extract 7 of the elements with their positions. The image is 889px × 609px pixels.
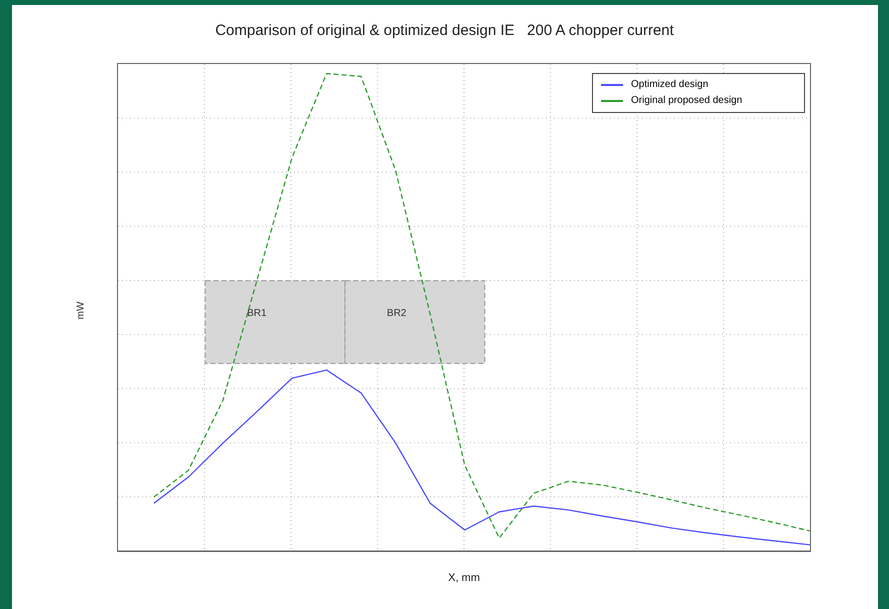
annotation: BR2 xyxy=(386,308,407,320)
y-axis-title: mW xyxy=(75,302,86,320)
legend-label: Original proposed design xyxy=(631,94,742,108)
chart-title: Comparison of original & optimized design IE 200 A chopper current xyxy=(214,22,675,39)
x-axis-title: X, mm xyxy=(447,572,481,584)
legend-label: Optimized design xyxy=(631,78,708,92)
annotation: BR1 xyxy=(247,308,268,320)
